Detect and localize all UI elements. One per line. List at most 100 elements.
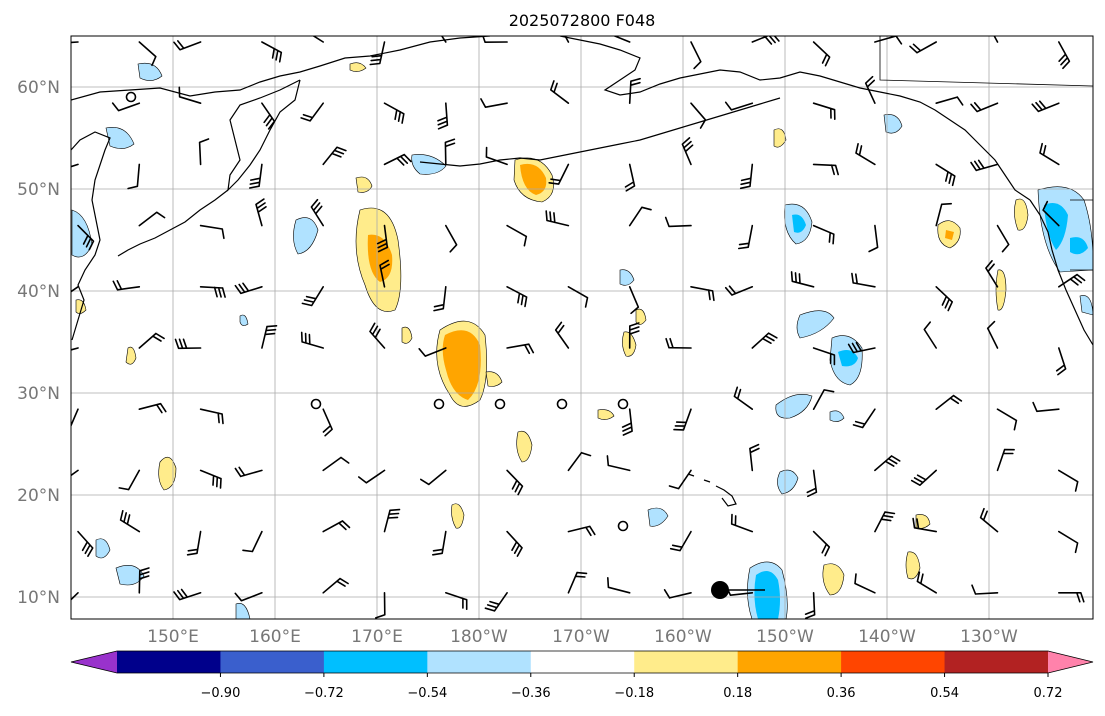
- wind-barb: [376, 224, 389, 253]
- positive-anomaly-region: [485, 371, 503, 387]
- plot-background: [71, 36, 1093, 619]
- wind-barb: [300, 102, 324, 122]
- wind-barb: [199, 469, 222, 489]
- positive-anomaly-region: [773, 128, 787, 148]
- negative-anomaly-region: [235, 603, 251, 619]
- negative-anomaly-region: [619, 269, 635, 286]
- plot-area: [70, 35, 1094, 620]
- wind-barb: [383, 508, 401, 533]
- wind-barb: [628, 286, 640, 315]
- boundary-canada-usa: [1070, 199, 1093, 271]
- colorbar-tick-label: −0.72: [304, 686, 344, 701]
- wind-barb: [545, 210, 570, 227]
- wind-barb: [621, 408, 633, 436]
- lat-label: 40°N: [17, 282, 60, 302]
- colorbar-tick-label: 0.36: [827, 686, 856, 701]
- wind-barb: [199, 408, 224, 425]
- wind-barb: [673, 408, 692, 431]
- wind-barb: [912, 517, 937, 533]
- wind-barb: [445, 592, 468, 610]
- wind-barb: [993, 36, 999, 43]
- lon-label: 170°E: [351, 627, 403, 647]
- positive-anomaly-region: [905, 551, 921, 580]
- wind-barb: [567, 525, 596, 537]
- coastline-aleutians: [419, 97, 781, 167]
- colorbar-segment: [117, 651, 221, 673]
- wind-barb: [77, 530, 94, 557]
- wind-barb: [738, 224, 754, 250]
- wind-barb: [234, 592, 263, 602]
- wind-barb: [1042, 200, 1060, 227]
- shaded-field: [71, 62, 1093, 619]
- plot-frame: [70, 35, 1094, 620]
- wind-barb: [118, 469, 141, 491]
- wind-barb: [690, 102, 707, 129]
- wind-barb: [322, 577, 349, 594]
- calm-wind-circle: [310, 398, 322, 410]
- colorbar-outline: [70, 650, 1094, 674]
- colorbar-segment: [737, 651, 842, 673]
- longitude-labels: 150°E 160°E 170°E 180°W 170°W 160°W 150°…: [147, 627, 1018, 647]
- lat-label: 50°N: [17, 180, 60, 200]
- wind-barb: [970, 102, 999, 113]
- colorbar-tick-labels: −0.90 −0.72 −0.54 −0.36 −0.18 0.18 0.36 0.54 0.7…: [201, 673, 1063, 701]
- negative-anomaly-region: [411, 154, 447, 175]
- wind-barb: [851, 272, 876, 288]
- storm-position-marker: [711, 581, 765, 599]
- wind-barb: [322, 146, 347, 166]
- wind-barb: [970, 159, 999, 172]
- wind-barb: [199, 286, 226, 298]
- wind-barb: [730, 513, 754, 533]
- wind-barb: [852, 408, 876, 429]
- colorbar-segment: [634, 651, 739, 673]
- wind-barb: [607, 577, 631, 594]
- wind-barb: [567, 451, 592, 472]
- calm-wind-circle: [433, 398, 445, 410]
- wind-barb: [724, 285, 754, 296]
- wind-barb: [1055, 347, 1067, 376]
- wind-barb: [910, 469, 937, 486]
- wind-barb: [812, 347, 836, 366]
- wind-barb: [804, 592, 816, 619]
- negative-anomaly-core: [838, 350, 858, 367]
- wind-barb: [480, 98, 508, 108]
- wind-barb: [310, 198, 324, 227]
- wind-barb: [554, 321, 570, 349]
- wind-barb: [369, 322, 386, 349]
- wind-barb: [668, 469, 692, 490]
- wind-barb: [812, 163, 839, 176]
- positive-anomaly-region: [597, 409, 615, 420]
- wind-barb: [138, 211, 166, 227]
- positive-anomaly-region: [401, 326, 413, 344]
- wind-barb: [749, 443, 760, 472]
- wind-barb: [71, 286, 79, 293]
- wind-barb: [358, 469, 386, 484]
- wind-barb: [1031, 100, 1060, 113]
- coastline-kurils: [117, 189, 229, 257]
- wind-barb: [971, 584, 999, 595]
- wind-barb: [301, 286, 324, 307]
- wind-barb: [173, 588, 202, 601]
- colorbar-tick-label: 0.72: [1034, 686, 1063, 701]
- wind-barb: [261, 325, 278, 349]
- wind-barb: [612, 36, 631, 43]
- wind-barb: [506, 286, 528, 308]
- wind-barb: [1058, 273, 1086, 288]
- lon-label: 180°W: [450, 627, 508, 647]
- positive-anomaly-core: [945, 230, 954, 240]
- colorbar-tick-label: −0.54: [407, 686, 447, 701]
- map-title: 2025072800 F048: [509, 11, 656, 30]
- wind-barb: [996, 448, 1015, 472]
- wind-barb: [567, 571, 588, 594]
- wind-barb: [806, 469, 818, 498]
- positive-anomaly-region: [349, 62, 367, 72]
- positive-anomaly-core: [442, 330, 481, 400]
- wind-barb: [71, 408, 79, 428]
- colorbar-tick-label: −0.90: [201, 686, 241, 701]
- wind-barb: [1058, 592, 1085, 603]
- wind-barb: [445, 224, 458, 253]
- lat-label: 30°N: [17, 384, 60, 404]
- positive-anomaly-region: [822, 563, 845, 596]
- wind-barb: [178, 86, 202, 104]
- wind-barb: [383, 153, 412, 166]
